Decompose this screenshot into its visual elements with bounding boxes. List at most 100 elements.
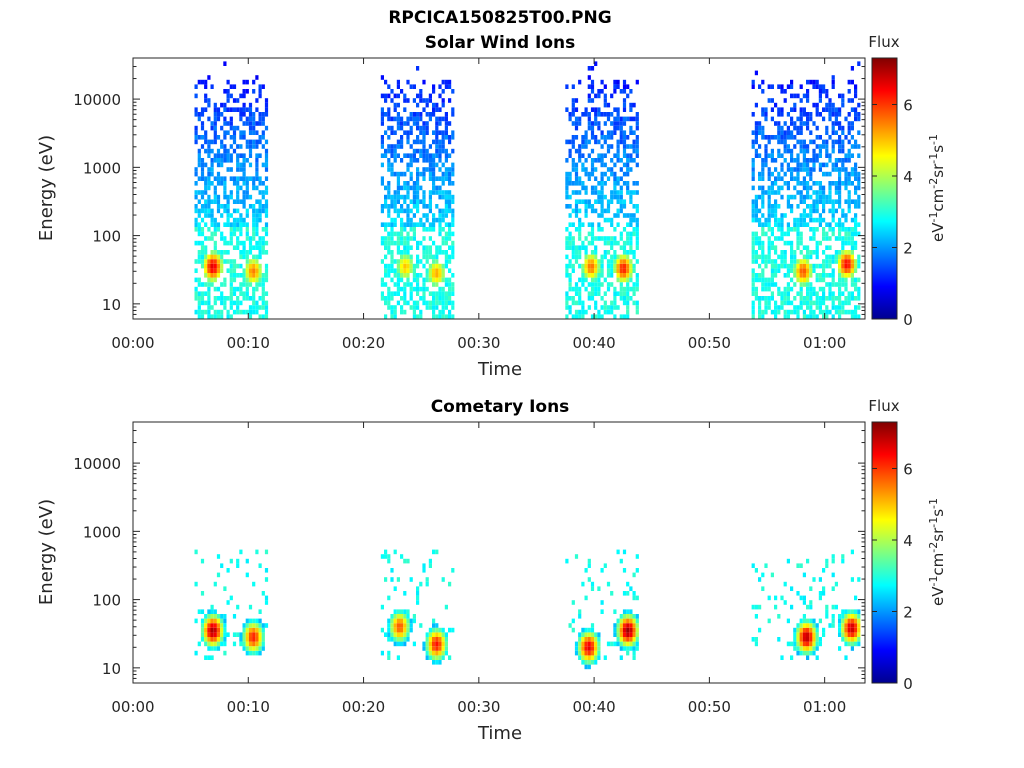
spectrogram-cell	[229, 121, 233, 126]
spectrogram-cell	[761, 296, 765, 301]
spectrogram-cell	[448, 181, 452, 186]
spectrogram-cell	[581, 309, 585, 315]
spectrogram-cell	[606, 641, 611, 647]
spectrogram-cell	[571, 600, 575, 605]
spectrogram-cell	[761, 130, 765, 135]
spectrogram-cell	[622, 213, 627, 218]
spectrogram-cell	[406, 162, 410, 168]
spectrogram-cell	[597, 273, 601, 278]
spectrogram-cell	[400, 623, 404, 628]
spectrogram-cell	[448, 139, 452, 145]
spectrogram-cell	[384, 185, 388, 191]
spectrogram-cell	[210, 181, 214, 186]
colorbar-title: Flux	[868, 33, 899, 51]
spectrogram-cell	[200, 623, 205, 628]
spectrogram-cell	[847, 112, 851, 117]
spectrogram-cell	[200, 627, 205, 633]
spectrogram-cell	[236, 309, 240, 315]
spectrogram-cell	[432, 254, 436, 260]
spectrogram-cell	[387, 305, 391, 310]
spectrogram-cell	[207, 153, 211, 158]
spectrogram-cell	[245, 236, 249, 241]
spectrogram-cell	[838, 204, 842, 209]
spectrogram-cell	[603, 291, 607, 296]
spectrogram-cell	[425, 158, 429, 163]
spectrogram-cell	[796, 167, 800, 172]
spectrogram-cell	[432, 650, 436, 656]
spectrogram-cell	[838, 277, 842, 283]
spectrogram-cell	[812, 102, 816, 108]
spectrogram-cell	[223, 300, 227, 306]
spectrogram-cell	[213, 158, 217, 163]
spectrogram-cell	[806, 213, 810, 218]
spectrogram-cell	[441, 213, 445, 218]
spectrogram-cell	[438, 190, 442, 195]
spectrogram-cell	[622, 300, 627, 306]
spectrogram-cell	[384, 314, 388, 319]
spectrogram-cell	[248, 309, 253, 315]
spectrogram-cell	[581, 305, 585, 310]
spectrogram-cell	[802, 646, 806, 651]
spectrogram-cell	[451, 171, 455, 177]
spectrogram-cell	[777, 614, 781, 619]
spectrogram-cell	[854, 222, 858, 227]
spectrogram-cell	[252, 305, 256, 310]
spectrogram-cell	[220, 309, 224, 315]
spectrogram-cell	[200, 240, 205, 246]
spectrogram-cell	[261, 277, 265, 283]
spectrogram-cell	[252, 646, 256, 651]
spectrogram-cell	[248, 153, 253, 158]
spectrogram-cell	[210, 84, 214, 89]
spectrogram-cell	[802, 296, 806, 301]
spectrogram-cell	[384, 93, 388, 99]
spectrogram-cell	[396, 273, 400, 278]
spectrogram-cell	[229, 167, 233, 172]
spectrogram-cell	[412, 309, 416, 315]
spectrogram-cell	[406, 231, 410, 237]
spectrogram-cell	[751, 79, 755, 85]
spectrogram-cell	[568, 148, 572, 154]
spectrogram-cell	[806, 125, 810, 131]
spectrogram-cell	[806, 89, 810, 94]
spectrogram-cell	[451, 213, 455, 218]
spectrogram-cell	[610, 222, 614, 227]
spectrogram-cell	[226, 632, 230, 637]
spectrogram-cell	[587, 84, 591, 89]
spectrogram-cell	[857, 61, 861, 66]
spectrogram-cell	[751, 112, 755, 117]
spectrogram-cell	[780, 217, 784, 223]
spectrogram-cell	[422, 153, 426, 158]
spectrogram-cell	[751, 231, 755, 237]
spectrogram-cell	[606, 250, 611, 255]
spectrogram-cell	[232, 135, 237, 140]
spectrogram-cell	[258, 135, 262, 140]
spectrogram-cell	[783, 148, 787, 154]
spectrogram-cell	[412, 618, 416, 624]
spectrogram-cell	[777, 190, 781, 195]
spectrogram-cell	[396, 286, 400, 292]
spectrogram-cell	[751, 305, 755, 310]
spectrogram-cell	[613, 291, 617, 296]
spectrogram-cell	[754, 641, 758, 647]
spectrogram-cell	[428, 153, 432, 158]
spectrogram-cell	[806, 650, 810, 656]
spectrogram-cell	[815, 250, 819, 255]
spectrogram-cell	[844, 627, 848, 633]
spectrogram-cell	[793, 282, 797, 287]
spectrogram-cell	[578, 263, 582, 269]
spectrogram-cell	[818, 89, 822, 94]
spectrogram-cell	[207, 314, 211, 319]
spectrogram-cell	[387, 268, 391, 273]
spectrogram-cell	[838, 300, 842, 306]
spectrogram-cell	[255, 549, 259, 555]
spectrogram-cell	[425, 217, 429, 223]
spectrogram-cell	[799, 250, 803, 255]
spectrogram-cell	[400, 309, 404, 315]
spectrogram-cell	[412, 300, 416, 306]
spectrogram-cell	[252, 121, 256, 126]
spectrogram-cell	[403, 245, 407, 250]
spectrogram-cell	[822, 199, 826, 204]
spectrogram-cell	[223, 240, 227, 246]
spectrogram-cell	[822, 286, 826, 292]
spectrogram-cell	[200, 158, 205, 163]
